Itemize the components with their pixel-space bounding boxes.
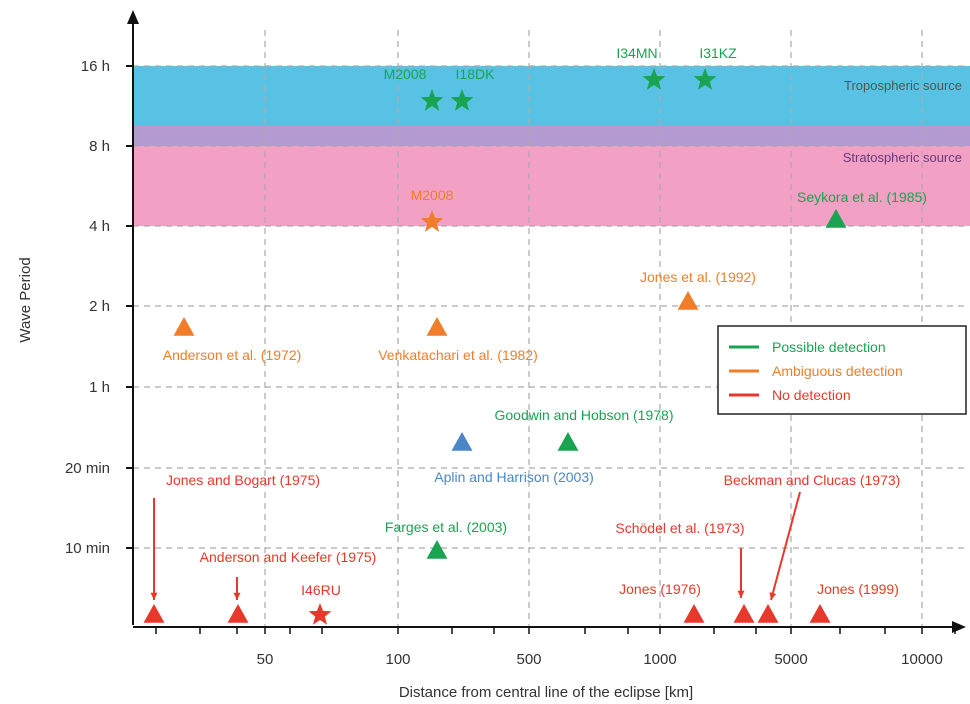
arrows-layer [150,491,801,601]
legend-entry: No detection [772,387,851,403]
point-label: Jones and Bogart (1975) [166,472,320,488]
point-triangle [557,432,579,451]
point-star [308,603,332,625]
point-label: M2008 [384,66,427,82]
point-star [420,210,444,232]
point-triangle [683,604,705,623]
annotation-arrowhead [233,592,241,600]
point-star [693,68,717,90]
y-axis-arrow [127,10,139,24]
ticks-layer: 10 min 20 min 1 h 2 h 4 h 8 h 16 h 50 100 500 1000… [65,58,956,668]
point-label: Jones et al. (1992) [640,269,756,285]
point-star [642,68,666,90]
point-triangle [426,317,448,336]
y-tick-label: 4 h [89,218,110,235]
x-tick-label: 100 [385,651,410,668]
points-layer [143,68,847,625]
point-triangle [825,209,847,228]
annotation-arrowhead [150,592,158,600]
y-tick-label: 10 min [65,540,110,557]
point-label: Goodwin and Hobson (1978) [494,407,673,423]
y-tick-label: 1 h [89,379,110,396]
point-label: I46RU [301,582,341,598]
point-label: Jones (1999) [817,581,899,597]
point-label: Schödel et al. (1973) [615,520,744,536]
x-axis-label: Distance from central line of the eclips… [399,684,693,701]
legend-box [717,325,967,415]
y-tick-label: 2 h [89,298,110,315]
point-label: M2008 [411,187,454,203]
x-axis-arrow [952,621,966,633]
x-tick-label: 500 [516,651,541,668]
point-label: Anderson and Keefer (1975) [200,549,377,565]
point-label: Aplin and Harrison (2003) [434,469,594,485]
point-triangle [809,604,831,623]
tropospheric-band [133,66,970,125]
legend-entry: Possible detection [772,339,886,355]
annotation-arrow [770,491,801,601]
x-tick-label: 10000 [901,651,943,668]
y-tick-label: 16 h [81,58,110,75]
point-triangle [143,604,165,623]
annotation-arrowhead [737,590,745,598]
y-tick-label: 20 min [65,460,110,477]
point-triangle [733,604,755,623]
point-label: I31KZ [699,45,737,61]
point-label: I34MN [616,45,657,61]
y-tick-label: 8 h [89,138,110,155]
point-label: Jones (1976) [619,581,701,597]
stratospheric-band [133,146,970,226]
point-triangle [677,291,699,310]
x-tick-label: 5000 [774,651,807,668]
point-triangle [757,604,779,623]
labels-layer: Tropospheric source Stratospheric source M… [163,45,962,598]
point-triangle [451,432,473,451]
point-label: Anderson et al. (1972) [163,347,302,363]
point-label: Venkatachari et al. (1982) [378,347,538,363]
point-label: I18DK [456,66,496,82]
legend-entry: Ambiguous detection [772,363,903,379]
legend: Possible detection Ambiguous detection No … [717,325,967,415]
overlap-band [133,125,970,146]
point-label: Farges et al. (2003) [385,519,507,535]
band-label-tropospheric: Tropospheric source [844,78,962,93]
axes-layer [127,10,966,633]
point-triangle [426,540,448,559]
point-star [420,89,444,111]
y-axis-label: Wave Period [17,257,34,342]
annotation-arrowhead [769,592,777,600]
point-triangle [227,604,249,623]
point-star [450,89,474,111]
point-triangle [173,317,195,336]
point-label: Seykora et al. (1985) [797,189,927,205]
x-tick-label: 50 [257,651,274,668]
x-tick-label: 1000 [643,651,676,668]
band-label-stratospheric: Stratospheric source [843,150,962,165]
bands-layer [133,66,970,226]
point-label: Beckman and Clucas (1973) [724,472,901,488]
